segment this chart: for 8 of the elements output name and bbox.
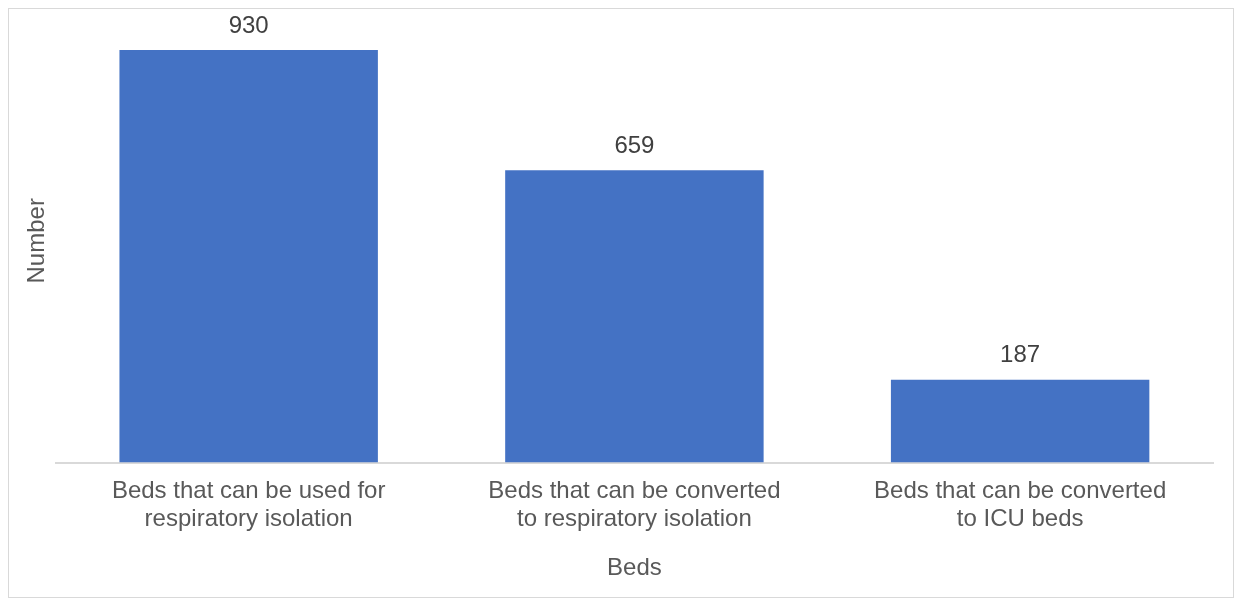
x-tick-label: Beds that can be used for respiratory isolation	[111, 475, 386, 532]
x-axis-title: Beds	[607, 553, 662, 581]
data-label: 187	[1000, 340, 1041, 368]
x-tick-label: Beds that can be converted to respiratory isolation	[488, 475, 781, 532]
y-axis-title: Number	[22, 198, 50, 284]
data-label: 930	[228, 10, 269, 38]
x-tick-label: Beds that can be converted to ICU beds	[874, 475, 1167, 532]
data-label: 659	[614, 130, 655, 158]
